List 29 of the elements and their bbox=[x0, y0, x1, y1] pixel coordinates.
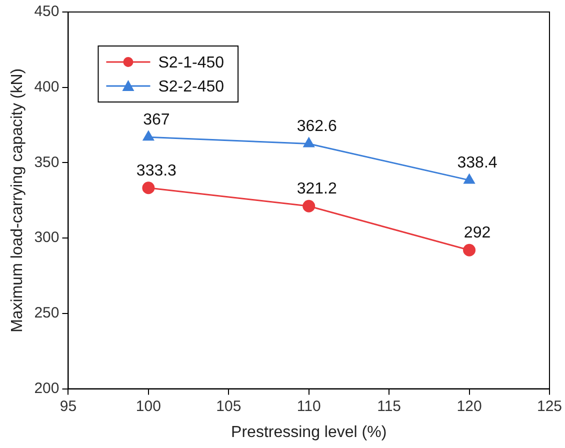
x-tick-label: 105 bbox=[216, 398, 242, 415]
y-tick-label: 450 bbox=[34, 3, 60, 20]
data-label: 362.6 bbox=[296, 118, 337, 136]
data-label: 333.3 bbox=[136, 162, 177, 180]
data-label: 321.2 bbox=[296, 180, 337, 198]
point bbox=[142, 182, 155, 194]
data-label: 338.4 bbox=[457, 154, 498, 172]
data-label: 367 bbox=[143, 112, 170, 129]
point bbox=[464, 174, 475, 184]
x-axis-title: Prestressing level (%) bbox=[231, 424, 387, 441]
y-tick-label: 300 bbox=[34, 229, 60, 246]
legend-label: S2-2-450 bbox=[158, 78, 224, 96]
x-tick-label: 100 bbox=[136, 398, 161, 415]
y-tick-label: 350 bbox=[34, 154, 60, 171]
x-tick-label: 125 bbox=[536, 398, 562, 415]
y-tick-label: 200 bbox=[34, 380, 60, 397]
legend-label: S2-1-450 bbox=[158, 54, 224, 72]
x-tick-label: 110 bbox=[296, 398, 321, 415]
point bbox=[142, 130, 154, 141]
point bbox=[463, 244, 476, 256]
data-label: 292 bbox=[464, 224, 491, 242]
point bbox=[303, 137, 314, 148]
x-tick-label: 115 bbox=[377, 398, 402, 415]
y-tick-label: 400 bbox=[34, 78, 60, 96]
y-axis-title: Maximum load-carrying capacity (kN) bbox=[9, 68, 26, 332]
y-tick-label: 250 bbox=[34, 304, 60, 322]
point bbox=[302, 200, 316, 212]
x-tick-label: 95 bbox=[60, 398, 77, 415]
x-tick-label: 120 bbox=[456, 398, 482, 415]
